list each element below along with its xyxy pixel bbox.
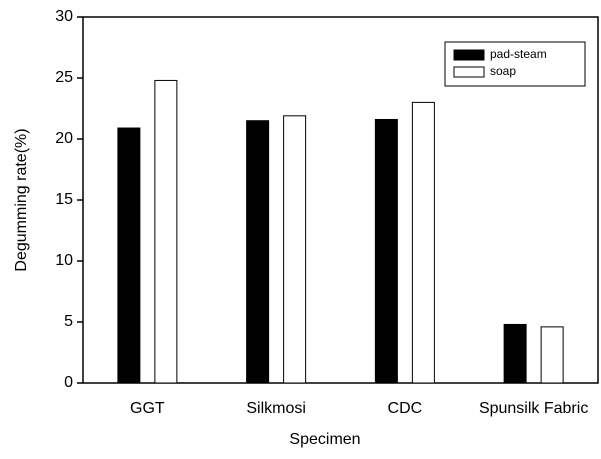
legend-swatch xyxy=(453,66,485,78)
bar xyxy=(374,118,398,384)
y-tick-label: 15 xyxy=(55,191,73,208)
bar xyxy=(154,79,178,384)
y-tick-label: 5 xyxy=(64,313,73,330)
y-tick-label: 10 xyxy=(55,252,73,269)
y-tick-label: 20 xyxy=(55,130,73,147)
y-tick-label: 0 xyxy=(64,374,73,391)
bar xyxy=(411,101,435,384)
bar xyxy=(503,323,527,384)
bar xyxy=(117,127,141,384)
y-axis-label: Degumming rate(%) xyxy=(13,128,30,271)
legend-label: pad-steam xyxy=(490,47,547,61)
x-tick-label: CDC xyxy=(388,400,423,417)
legend-swatch xyxy=(453,49,485,61)
y-tick-label: 25 xyxy=(55,69,73,86)
legend-box xyxy=(444,41,586,87)
x-axis-label: Specimen xyxy=(289,431,360,448)
bar xyxy=(246,120,270,384)
bar xyxy=(540,326,564,384)
x-tick-label: Silkmosi xyxy=(246,400,306,417)
y-tick-label: 30 xyxy=(55,8,73,25)
bar xyxy=(283,115,307,384)
x-tick-label: GGT xyxy=(130,400,165,417)
legend-label: soap xyxy=(490,64,516,78)
x-tick-label: Spunsilk Fabric xyxy=(479,400,588,417)
